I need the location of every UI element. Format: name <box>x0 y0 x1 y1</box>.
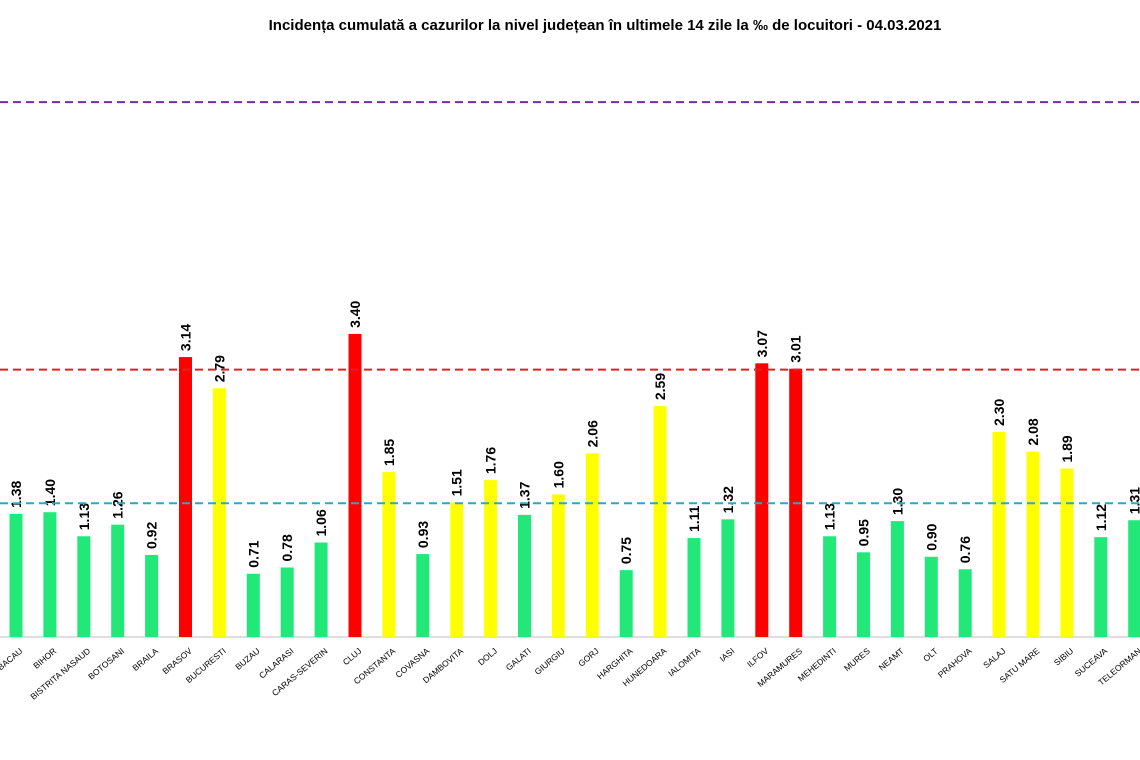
bar <box>992 431 1006 637</box>
bar <box>484 480 498 637</box>
data-label: 0.75 <box>618 537 634 564</box>
bar <box>43 512 57 637</box>
bar <box>450 502 464 637</box>
data-label: 2.30 <box>991 399 1007 426</box>
x-tick-label: CLUJ <box>341 646 364 667</box>
data-label: 0.92 <box>144 522 160 549</box>
bar <box>585 453 599 637</box>
data-label: 1.13 <box>822 503 838 530</box>
x-tick-label: IASI <box>718 646 737 664</box>
data-label: 1.89 <box>1059 435 1075 462</box>
data-label: 1.85 <box>381 439 397 466</box>
x-tick-label: BIHOR <box>31 646 58 671</box>
bar <box>1060 468 1074 637</box>
bar <box>823 536 837 637</box>
bar <box>348 333 362 637</box>
x-tick-label: BOTOSANI <box>86 646 126 682</box>
x-tick-label: PRAHOVA <box>936 646 974 680</box>
bar <box>890 521 904 637</box>
x-tick-label: BUZAU <box>233 646 261 672</box>
bar <box>518 514 531 637</box>
bar <box>551 494 565 637</box>
data-label: 1.30 <box>889 488 905 515</box>
x-tick-label: DOLJ <box>476 646 499 668</box>
bar <box>382 472 396 637</box>
bar <box>416 554 430 637</box>
x-tick-label: BISTRITA NASAUD <box>28 646 92 702</box>
data-label: 3.14 <box>178 324 194 351</box>
data-label: 1.12 <box>1093 504 1109 531</box>
data-label: 2.59 <box>652 373 668 400</box>
bar <box>111 524 125 637</box>
data-label: 1.13 <box>76 503 92 530</box>
data-label: 1.37 <box>517 481 533 508</box>
bar <box>653 406 667 637</box>
chart-title: Incidența cumulată a cazurilor la nivel … <box>269 17 942 34</box>
bar <box>280 567 294 637</box>
bar <box>1094 537 1108 637</box>
bar <box>687 538 701 637</box>
bar <box>924 556 938 637</box>
bar <box>314 542 328 637</box>
x-tick-label: MURES <box>842 646 872 674</box>
x-tick-label: OLT <box>921 646 940 664</box>
data-label: 1.51 <box>449 469 465 496</box>
bar <box>721 519 735 637</box>
data-label: 1.60 <box>550 461 566 488</box>
data-label: 1.06 <box>313 509 329 536</box>
x-tick-label: SIBIU <box>1052 646 1075 668</box>
data-label: 2.79 <box>211 355 227 382</box>
data-label: 1.31 <box>1127 487 1140 514</box>
x-tick-label: ILFOV <box>745 646 770 670</box>
data-label: 3.01 <box>788 335 804 362</box>
bar <box>1026 451 1040 637</box>
data-label: 0.95 <box>856 519 872 546</box>
data-label: 1.76 <box>483 447 499 474</box>
data-label: 1.26 <box>110 491 126 518</box>
bar <box>9 513 23 637</box>
bar <box>246 573 260 637</box>
data-label: 0.71 <box>245 540 261 567</box>
x-tick-label: GORJ <box>576 646 601 669</box>
bar <box>212 388 226 637</box>
x-tick-label: IALOMITA <box>666 646 703 679</box>
bar <box>77 536 91 637</box>
bar <box>1128 520 1140 637</box>
x-tick-label: GIURGIU <box>533 646 567 677</box>
data-label: 2.06 <box>584 420 600 447</box>
x-tick-label: NEAMT <box>877 646 906 673</box>
x-tick-label: GALATI <box>504 646 533 673</box>
data-label: 3.40 <box>347 300 363 327</box>
bar <box>857 552 870 637</box>
x-tick-label: BRAILA <box>130 646 160 673</box>
data-label: 1.40 <box>42 479 58 506</box>
data-label: 0.93 <box>415 521 431 548</box>
bar <box>958 569 972 637</box>
data-label: 3.07 <box>754 330 770 357</box>
data-label: 0.76 <box>957 536 973 563</box>
data-label: 1.32 <box>720 486 736 513</box>
x-tick-label: SALAJ <box>981 646 1007 670</box>
bar <box>619 570 633 637</box>
data-label: 1.38 <box>8 481 24 508</box>
data-label: 0.78 <box>279 534 295 561</box>
data-label: 0.90 <box>923 523 939 550</box>
data-label: 1.11 <box>686 505 702 532</box>
data-label: 2.08 <box>1025 418 1041 445</box>
bar <box>179 357 192 637</box>
bar <box>755 363 769 637</box>
x-tick-label: BACAU <box>0 646 24 672</box>
bar <box>145 554 159 637</box>
